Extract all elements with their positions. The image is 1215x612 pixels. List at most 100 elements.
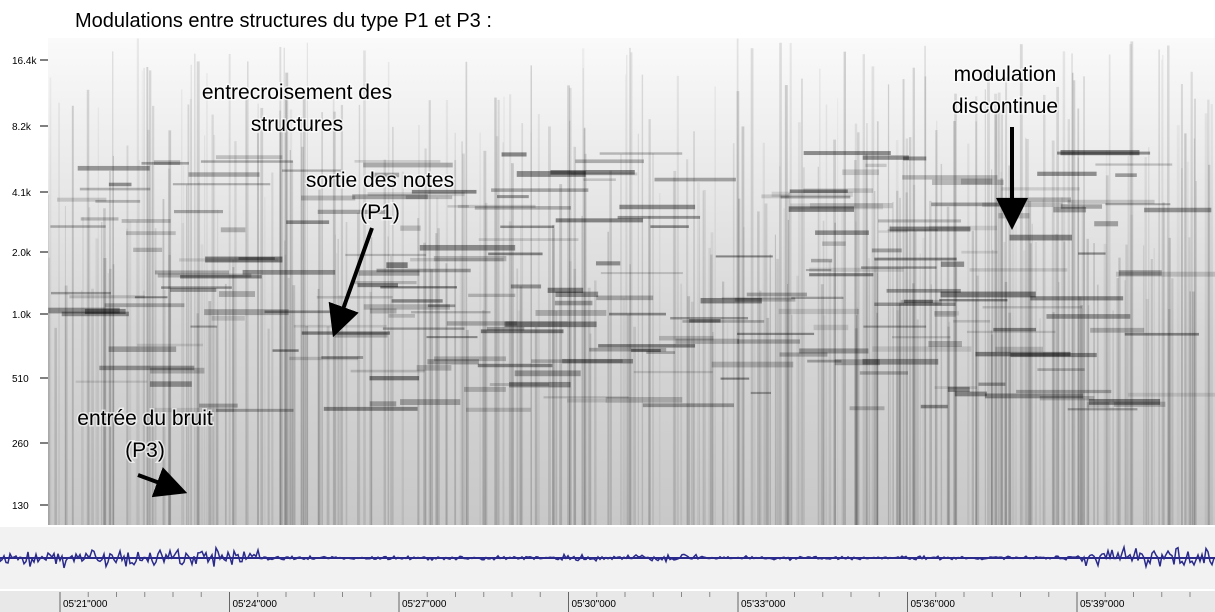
texture-band: [809, 203, 893, 209]
texture-band: [411, 189, 477, 194]
texture-stripe: [582, 48, 585, 526]
texture-stripe: [737, 198, 741, 525]
texture-stripe: [267, 328, 270, 525]
texture-band: [238, 257, 275, 260]
texture-band: [746, 292, 807, 297]
texture-band: [1039, 395, 1095, 401]
texture-stripe: [1116, 278, 1119, 525]
texture-band: [849, 406, 885, 411]
texture-band: [400, 225, 421, 231]
texture-band: [920, 404, 948, 409]
texture-stripe: [865, 154, 868, 525]
texture-stripe: [857, 132, 860, 525]
texture-stripe: [908, 137, 912, 525]
texture-band: [477, 363, 553, 368]
texture-stripe: [1001, 110, 1003, 525]
texture-stripe: [143, 290, 145, 525]
texture-band: [778, 308, 860, 315]
texture-stripe: [318, 189, 321, 525]
texture-band: [982, 306, 1083, 309]
texture-stripe: [857, 308, 859, 525]
texture-band: [491, 188, 589, 192]
texture-stripe: [224, 283, 227, 525]
texture-stripe: [779, 42, 782, 525]
texture-stripe: [279, 46, 282, 526]
texture-stripe: [95, 238, 99, 525]
texture-stripe: [1052, 312, 1055, 525]
texture-stripe: [530, 132, 532, 526]
texture-band: [863, 325, 927, 328]
texture-stripe: [1130, 214, 1134, 525]
texture-band: [891, 336, 951, 339]
texture-stripe: [583, 127, 586, 526]
texture-band: [617, 215, 701, 219]
texture-band: [799, 348, 869, 354]
texture-stripe: [1160, 59, 1163, 525]
texture-band: [369, 376, 420, 381]
texture-band: [419, 244, 516, 251]
texture-band: [200, 160, 293, 163]
texture-stripe: [128, 221, 132, 525]
texture-band: [1078, 252, 1106, 255]
texture-stripe: [204, 135, 206, 526]
texture-stripe: [196, 313, 199, 525]
texture-stripe: [1103, 243, 1107, 525]
texture-stripe: [991, 249, 994, 525]
texture-stripe: [833, 139, 836, 525]
texture-band: [547, 287, 584, 293]
texture-band: [1001, 187, 1080, 191]
texture-stripe: [1008, 165, 1012, 525]
texture-band: [426, 336, 478, 339]
texture-stripe: [64, 285, 68, 525]
frequency-label: 4.1k: [12, 188, 32, 199]
texture-stripe: [922, 237, 925, 525]
texture-band: [737, 339, 801, 344]
texture-stripe: [257, 103, 259, 525]
texture-stripe: [786, 299, 789, 525]
texture-stripe: [912, 67, 915, 525]
texture-stripe: [1071, 53, 1073, 525]
texture-band: [886, 288, 961, 293]
texture-band: [50, 225, 106, 228]
texture-stripe: [819, 68, 821, 525]
texture-stripe: [935, 130, 938, 525]
texture-band: [1105, 203, 1171, 206]
texture-stripe: [587, 287, 591, 525]
texture-band: [969, 268, 1068, 272]
texture-stripe: [865, 123, 868, 526]
texture-band: [809, 267, 904, 272]
texture-stripe: [503, 96, 505, 525]
texture-band: [598, 344, 696, 348]
texture-band: [1115, 271, 1215, 277]
texture-stripe: [495, 136, 499, 525]
texture-band: [791, 296, 844, 300]
texture-stripe: [232, 267, 235, 525]
texture-stripe: [708, 247, 712, 525]
texture-band: [376, 268, 471, 273]
texture-band: [272, 349, 299, 352]
texture-stripe: [126, 228, 128, 525]
texture-band: [500, 225, 554, 229]
texture-band: [953, 319, 991, 323]
texture-band: [862, 155, 909, 160]
texture-stripe: [1108, 54, 1111, 525]
texture-stripe: [854, 123, 858, 525]
texture-stripe: [287, 277, 290, 525]
texture-stripe: [217, 209, 219, 525]
texture-stripe: [1077, 157, 1080, 525]
texture-band: [535, 310, 607, 316]
texture-band: [859, 371, 909, 375]
texture-stripe: [187, 104, 190, 525]
texture-band: [790, 203, 884, 210]
texture-band: [170, 288, 217, 292]
time-label: 05'33"000: [741, 599, 786, 610]
texture-stripe: [48, 257, 51, 525]
texture-stripe: [445, 99, 449, 526]
texture-band: [605, 396, 683, 403]
texture-band: [357, 283, 398, 288]
texture-stripe: [873, 190, 876, 525]
texture-stripe: [996, 109, 1000, 525]
texture-band: [380, 286, 457, 289]
texture-band: [862, 358, 939, 365]
texture-stripe: [279, 131, 283, 525]
